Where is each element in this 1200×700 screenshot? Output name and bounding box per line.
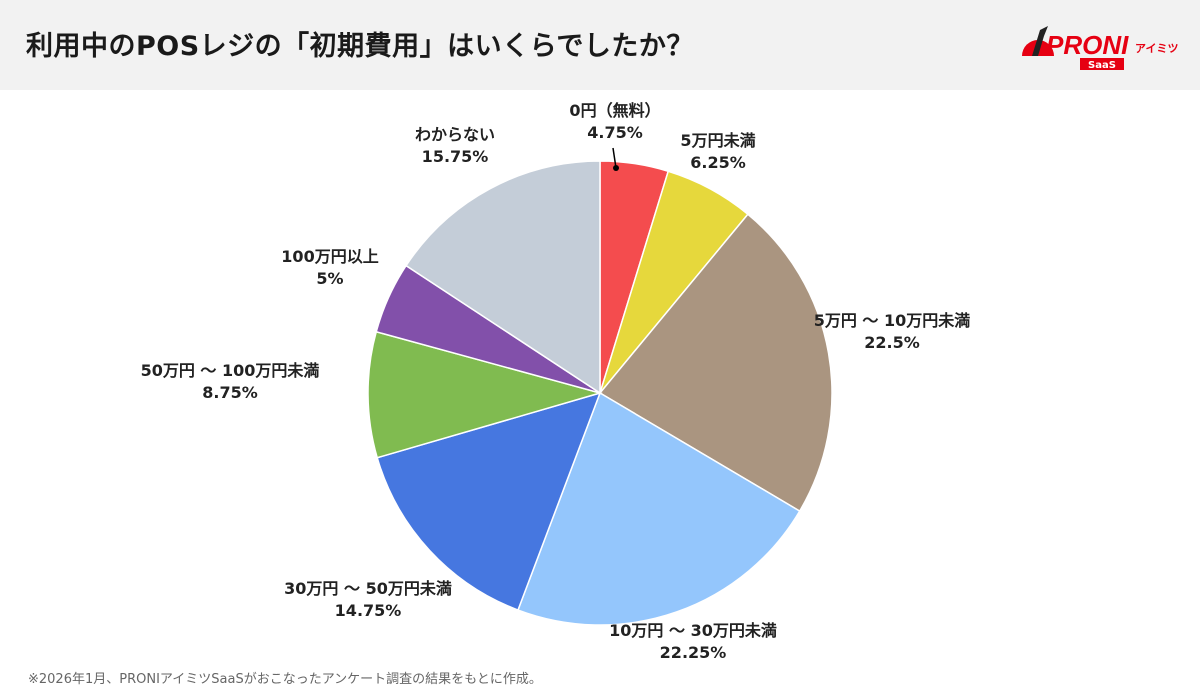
svg-text:PRONI: PRONI <box>1046 30 1129 60</box>
pie-slice <box>517 391 801 626</box>
slice-label-name: 5万円 ～ 10万円未満 <box>813 311 971 330</box>
proni-logo: PRONI アイミツ SaaS <box>1020 22 1180 72</box>
slice-label: 30万円 ～ 50万円未満 14.75% <box>284 578 452 622</box>
footnote: ※2026年1月、PRONIアイミツSaaSがおこなったアンケート調査の結果をも… <box>28 672 542 687</box>
slice-label-name: 30万円 ～ 50万円未満 <box>284 579 452 598</box>
pie-slice <box>598 213 833 513</box>
leader-line <box>612 147 617 169</box>
leader-dot <box>613 165 619 171</box>
slice-label: 10万円 ～ 30万円未満 22.25% <box>609 620 777 664</box>
slice-label: 50万円 ～ 100万円未満 8.75% <box>141 360 320 404</box>
slice-label-value: 8.75% <box>202 383 258 402</box>
slice-label-value: 15.75% <box>421 147 489 166</box>
page-title: 利用中のPOSレジの「初期費用」はいくらでしたか？ <box>26 31 694 62</box>
slice-label-value: 22.25% <box>659 643 727 662</box>
slice-label: 5万円未満 6.25% <box>680 130 755 174</box>
svg-text:アイミツ: アイミツ <box>1135 42 1178 55</box>
slice-label-name: 0円（無料） <box>569 101 661 120</box>
pie-slice <box>376 391 602 611</box>
slice-label-value: 14.75% <box>334 601 402 620</box>
slice-label: わからない 15.75% <box>415 124 495 168</box>
slice-label-name: 5万円未満 <box>680 131 756 150</box>
slice-label: 5万円 ～ 10万円未満 22.5% <box>814 310 971 354</box>
pie-slice <box>405 160 601 395</box>
slice-label-name: 10万円 ～ 30万円未満 <box>609 621 777 640</box>
slice-label-value: 5% <box>316 269 344 288</box>
slice-label-name: 50万円 ～ 100万円未満 <box>140 361 320 380</box>
slice-label: 100万円以上 5% <box>281 246 378 290</box>
pie-slice <box>367 330 603 459</box>
slice-label-name: 100万円以上 <box>281 247 379 266</box>
svg-text:SaaS: SaaS <box>1088 60 1116 71</box>
header-band <box>0 0 1200 90</box>
slice-label-value: 4.75% <box>587 123 643 142</box>
slice-label-value: 22.5% <box>864 333 920 352</box>
slice-label: 0円（無料） 4.75% <box>569 100 660 144</box>
slice-label-value: 6.25% <box>690 153 746 172</box>
slice-label-name: わからない <box>414 125 496 144</box>
